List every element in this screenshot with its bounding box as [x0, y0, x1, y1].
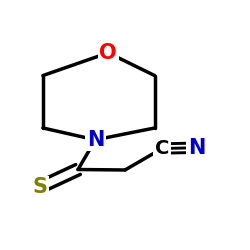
Text: C: C — [155, 139, 169, 158]
Text: O: O — [100, 43, 117, 63]
Text: S: S — [32, 177, 47, 197]
Text: N: N — [87, 130, 104, 150]
Text: N: N — [188, 138, 206, 158]
